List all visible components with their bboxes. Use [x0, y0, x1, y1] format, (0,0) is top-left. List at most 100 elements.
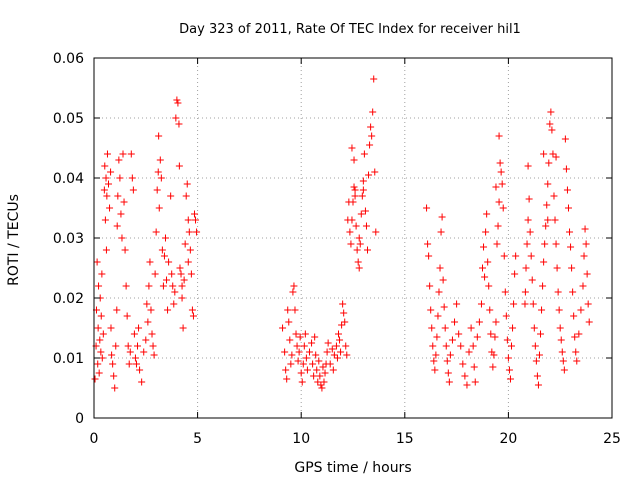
data-point [97, 348, 105, 356]
data-point [531, 342, 539, 350]
data-point [113, 222, 121, 230]
data-point [128, 174, 136, 182]
data-point [168, 270, 176, 278]
data-point [553, 264, 561, 272]
data-point [299, 360, 307, 368]
data-point [506, 375, 514, 383]
data-point [159, 282, 167, 290]
data-point [305, 348, 313, 356]
data-point [567, 243, 575, 251]
data-point [541, 240, 549, 248]
data-point [300, 342, 308, 350]
data-point [94, 324, 102, 332]
data-point [107, 324, 115, 332]
data-point [535, 351, 543, 359]
data-point [539, 282, 547, 290]
data-point [294, 357, 302, 365]
data-point [189, 312, 197, 320]
data-point [548, 126, 556, 134]
data-point [98, 270, 106, 278]
data-point [93, 258, 101, 266]
y-tick-label: 0.06 [53, 51, 84, 67]
data-point [544, 216, 552, 224]
data-point [365, 171, 373, 179]
data-point [302, 354, 310, 362]
data-point [482, 228, 490, 236]
data-point [534, 381, 542, 389]
data-point [91, 375, 99, 383]
data-point [178, 282, 186, 290]
data-point [497, 168, 505, 176]
data-point [524, 162, 532, 170]
data-point [499, 204, 507, 212]
data-point [136, 366, 144, 374]
data-point [509, 324, 517, 332]
data-point [448, 336, 456, 344]
data-point [165, 258, 173, 266]
axis-ticks: 0 5 10 15 20 25 0 0.01 0.02 0.03 0.04 0.05 0.06 [53, 51, 621, 447]
data-point [342, 342, 350, 350]
data-point [110, 372, 118, 380]
data-point [101, 162, 109, 170]
data-point [557, 336, 565, 344]
data-point [492, 183, 500, 191]
data-point [125, 360, 133, 368]
data-point [183, 180, 191, 188]
data-point [147, 306, 155, 314]
data-point [443, 357, 451, 365]
data-point [489, 363, 497, 371]
data-point [184, 216, 192, 224]
data-point [160, 252, 168, 260]
data-point [154, 168, 162, 176]
data-point [427, 306, 435, 314]
data-point [320, 378, 328, 386]
data-point [347, 240, 355, 248]
data-point [500, 252, 508, 260]
data-point [481, 273, 489, 281]
data-point [171, 288, 179, 296]
data-point [95, 369, 103, 377]
data-point [446, 351, 454, 359]
data-point [463, 381, 471, 389]
data-point [484, 258, 492, 266]
data-point [469, 342, 477, 350]
data-point [285, 318, 293, 326]
data-point [562, 165, 570, 173]
data-point [354, 258, 362, 266]
data-point [444, 369, 452, 377]
data-point [185, 228, 193, 236]
data-point [459, 360, 467, 368]
data-point [424, 240, 432, 248]
data-point [479, 264, 486, 272]
data-point [109, 360, 117, 368]
data-point [184, 258, 192, 266]
data-point [334, 330, 342, 338]
data-point [486, 306, 494, 314]
data-point [573, 357, 581, 365]
data-point [528, 276, 536, 284]
data-point [504, 354, 512, 362]
data-point [554, 288, 562, 296]
data-point [564, 204, 572, 212]
data-point [552, 153, 560, 161]
data-point [525, 195, 533, 203]
data-point [158, 246, 166, 254]
data-point [338, 321, 346, 329]
data-point [182, 192, 190, 200]
data-point [170, 300, 178, 308]
data-point [492, 318, 500, 326]
data-point [134, 342, 142, 350]
data-point [122, 282, 130, 290]
data-point [457, 342, 465, 350]
data-point [352, 222, 360, 230]
data-point [314, 378, 322, 386]
data-point [425, 252, 433, 260]
data-point [164, 306, 172, 314]
data-point [558, 348, 566, 356]
data-point [533, 372, 541, 380]
data-point [353, 246, 361, 254]
data-point [192, 216, 200, 224]
data-point [178, 294, 186, 302]
data-point [511, 270, 519, 278]
